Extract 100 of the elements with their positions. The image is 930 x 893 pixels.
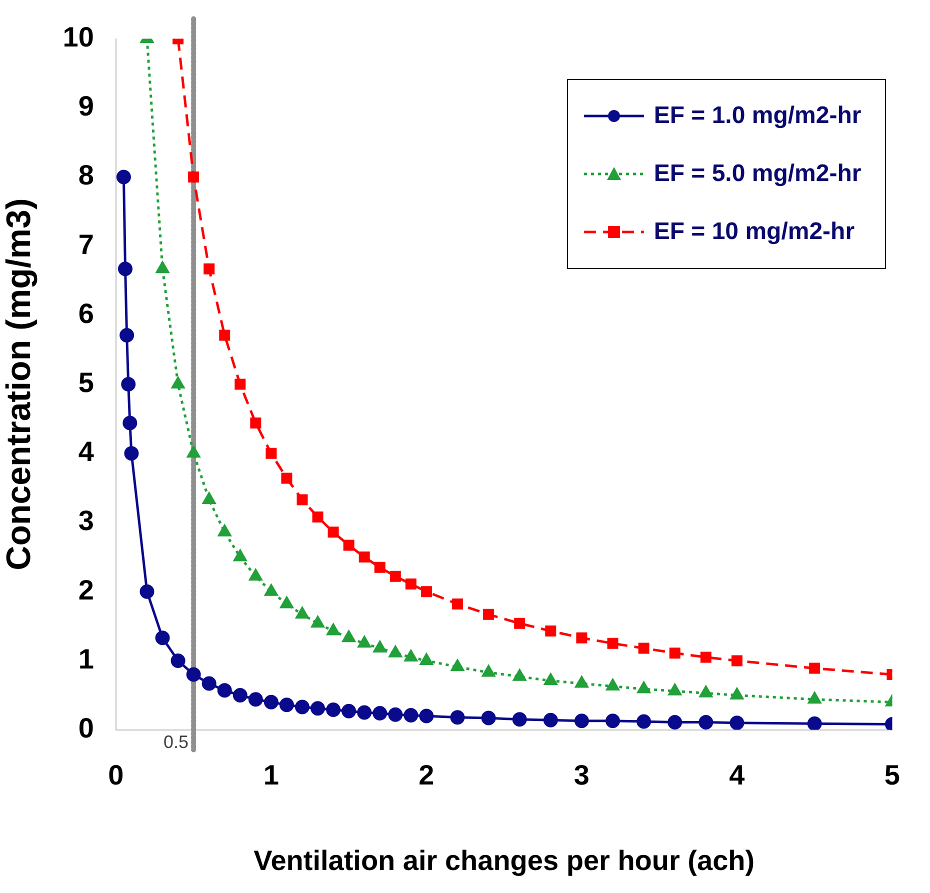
point: [404, 708, 418, 723]
point: [249, 569, 262, 581]
point: [698, 714, 714, 730]
point: [420, 586, 432, 598]
point: [218, 524, 232, 536]
legend-label: EF = 1.0 mg/m2-hr: [654, 102, 862, 130]
point: [326, 624, 340, 636]
legend-label: EF = 10 mg/m2-hr: [654, 218, 855, 246]
point: [404, 650, 418, 662]
point: [545, 625, 556, 636]
point: [124, 446, 139, 461]
x-tick-label: 1: [263, 759, 279, 790]
point: [388, 646, 402, 658]
point: [636, 714, 652, 729]
point: [809, 662, 820, 674]
y-tick-label: 1: [78, 643, 94, 674]
point: [296, 607, 309, 619]
point: [607, 638, 618, 649]
point: [668, 714, 682, 730]
point: [731, 655, 742, 666]
point: [357, 705, 372, 720]
point: [120, 328, 134, 342]
point: [326, 702, 341, 718]
point: [328, 526, 339, 538]
point: [808, 692, 822, 704]
point: [122, 416, 138, 430]
point: [186, 667, 201, 682]
y-tick-label: 4: [78, 436, 94, 468]
point: [390, 570, 401, 582]
point: [450, 710, 465, 725]
y-tick-label: 10: [62, 22, 94, 53]
point: [219, 330, 230, 341]
point: [700, 652, 712, 663]
point: [388, 707, 403, 722]
point: [483, 608, 494, 620]
point: [156, 262, 169, 274]
point: [172, 377, 184, 389]
y-tick-label: 8: [78, 160, 94, 191]
ref-line-label: 0.5: [164, 732, 189, 752]
point: [342, 704, 356, 718]
point: [544, 673, 558, 685]
x-tick-label: 2: [418, 759, 434, 790]
point: [372, 706, 388, 720]
x-tick-label: 0: [108, 759, 124, 790]
point: [807, 716, 822, 730]
point: [280, 596, 294, 608]
point: [279, 698, 294, 712]
point: [699, 686, 712, 698]
point: [606, 679, 620, 691]
point: [312, 511, 324, 522]
point: [140, 584, 154, 599]
point: [234, 378, 246, 390]
y-tick-label: 9: [78, 90, 94, 122]
y-tick-label: 5: [78, 367, 94, 398]
point: [118, 262, 133, 276]
point: [234, 550, 247, 562]
point: [482, 665, 495, 677]
point: [730, 688, 744, 700]
legend-label: EF = 5.0 mg/m2-hr: [654, 160, 862, 188]
point: [187, 446, 200, 458]
point: [606, 714, 620, 728]
point: [513, 669, 526, 681]
y-tick-label: 3: [78, 505, 94, 536]
point: [637, 682, 650, 694]
point: [310, 701, 326, 716]
point: [419, 708, 434, 724]
point: [358, 552, 370, 563]
point: [296, 494, 308, 506]
point: [481, 710, 496, 726]
point: [121, 377, 136, 392]
x-tick-label: 5: [884, 759, 900, 790]
point: [575, 676, 588, 688]
point: [638, 642, 650, 654]
point: [342, 630, 356, 642]
point: [452, 598, 463, 610]
point: [170, 653, 186, 668]
point: [576, 632, 588, 644]
x-tick-label: 4: [729, 759, 746, 790]
point: [250, 418, 262, 428]
point: [574, 714, 589, 728]
point: [730, 716, 744, 730]
point: [204, 263, 215, 274]
point: [264, 584, 278, 596]
point: [373, 641, 386, 653]
point: [451, 660, 464, 672]
point: [116, 170, 131, 184]
point: [405, 578, 416, 590]
point: [155, 630, 170, 646]
point: [669, 648, 680, 659]
point: [202, 676, 216, 691]
point: [232, 688, 248, 702]
y-tick-label: 0: [78, 712, 94, 744]
point: [295, 700, 310, 714]
point: [188, 172, 200, 182]
point: [266, 448, 277, 459]
point: [374, 562, 386, 573]
point: [311, 616, 324, 628]
point: [343, 540, 354, 551]
point: [514, 618, 526, 629]
y-tick-label: 7: [78, 228, 94, 260]
